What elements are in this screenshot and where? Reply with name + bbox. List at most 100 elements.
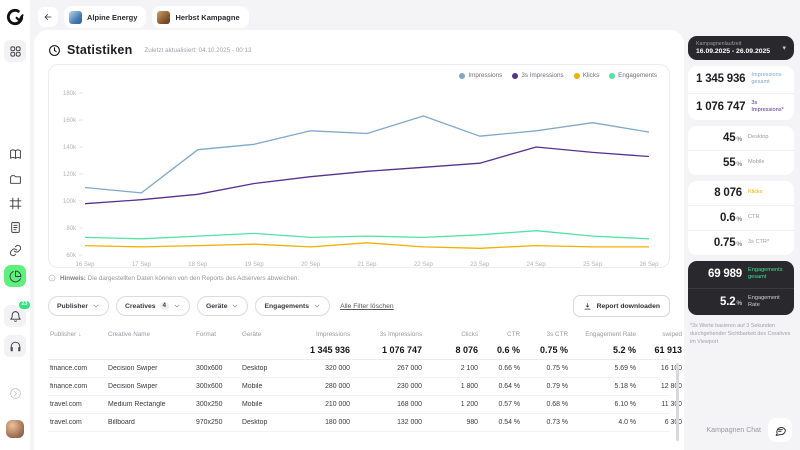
devices-card: 45% Desktop 55% Mobile [688,126,794,175]
legend-item[interactable]: 3s Impressions [512,72,563,79]
filter-bar: Publisher Creatives4 Geräte Engagements All… [48,295,670,317]
campaign-chat: Kampagnen Chat [707,418,792,442]
totals-cell: 0.75 % [520,345,568,355]
column-header[interactable]: Creative Name [108,331,196,338]
column-header[interactable]: Impressions [288,331,350,338]
chat-bubble-icon [774,424,787,437]
column-header[interactable]: Engagement Rate [568,331,636,338]
clear-filters-link[interactable]: Alle Filter löschen [340,303,394,310]
download-icon [583,302,592,311]
svg-text:22 Sep: 22 Sep [414,262,434,268]
advertiser-thumbnail [69,11,82,24]
folder-icon[interactable] [4,168,26,190]
table-header-row[interactable]: Publisher↓Creative NameFormatGeräteImpre… [48,327,670,341]
back-button[interactable] [38,7,58,27]
collapse-arrow-icon[interactable] [4,382,26,404]
breadcrumb-advertiser[interactable]: Alpine Energy [64,6,146,28]
table-row[interactable]: travel.comBillboard970x250Desktop180 000… [48,414,670,432]
support-headphones-icon[interactable] [4,335,26,357]
table-cell: 320 000 [288,365,350,372]
legend-item[interactable]: Engagements [609,72,657,79]
artboard-icon[interactable] [4,192,26,214]
library-book-icon[interactable] [4,143,26,165]
table-cell: 0.54 % [478,419,520,426]
mobile-share-row: 55% Mobile [688,150,794,175]
table-cell: 168 000 [350,401,422,408]
app-logo[interactable] [4,6,26,28]
table-cell: Decision Swiper [108,383,196,390]
svg-text:21 Sep: 21 Sep [357,262,377,268]
campaign-period-card[interactable]: Kampagnenlaufzeit 16.09.2025 - 26.09.202… [688,36,794,60]
document-icon[interactable] [4,216,26,238]
campaign-thumbnail [157,11,170,24]
column-header[interactable]: CTR [478,331,520,338]
table-cell: 6.10 % [568,401,636,408]
stats-chart[interactable]: 180k160k140k120k100k80k60k16 Sep17 Sep18… [49,83,669,269]
table-cell: Mobile [242,383,288,390]
sort-desc-icon: ↓ [78,331,81,338]
svg-text:80k: 80k [66,226,77,232]
filter-dropdown-geräte[interactable]: Geräte [197,296,249,316]
column-header[interactable]: Format [196,331,242,338]
chat-label: Kampagnen Chat [707,427,761,434]
link-icon[interactable] [4,239,26,261]
chart-hint: Hinweis: Die dargestellten Daten können … [48,274,670,282]
table-cell: 1 200 [422,401,478,408]
download-report-button[interactable]: Report downloaden [573,295,670,317]
table-cell: 0.57 % [478,401,520,408]
table-cell: Decision Swiper [108,365,196,372]
user-avatar[interactable] [4,418,26,440]
desktop-share-row: 45% Desktop [688,126,794,150]
svg-text:24 Sep: 24 Sep [527,262,547,268]
impressions-card: 1 345 936 Impressions gesamt 1 076 747 3… [688,66,794,120]
legend-item[interactable]: Klicks [574,72,599,79]
svg-text:16 Sep: 16 Sep [75,262,95,268]
filter-dropdown-engagements[interactable]: Engagements [255,296,330,316]
statistics-pie-icon[interactable] [4,265,26,287]
breadcrumb-campaign[interactable]: Herbst Kampagne [152,6,248,28]
column-header[interactable]: 3s Impressions [350,331,422,338]
column-header[interactable]: Publisher↓ [50,331,108,338]
column-header[interactable]: 3s CTR [520,331,568,338]
chat-button[interactable] [768,418,792,442]
svg-text:26 Sep: 26 Sep [639,262,659,268]
engagement-rate-row: 5.2% Engagement Rate [688,288,794,316]
svg-text:100k: 100k [63,199,77,205]
table-cell: 4.0 % [568,419,636,426]
svg-text:23 Sep: 23 Sep [470,262,490,268]
chevron-down-icon [173,302,181,310]
legend-item[interactable]: Impressions [459,72,502,79]
table-totals-row: 1 345 9361 076 7478 0760.6 %0.75 %5.2 %6… [48,341,670,360]
table-cell: 970x250 [196,419,242,426]
svg-text:18 Sep: 18 Sep [188,262,208,268]
statistics-chart-card: Impressions 3s Impressions Klicks Engagemen… [48,64,670,268]
table-row[interactable]: finance.comDecision Swiper300x600Mobile2… [48,378,670,396]
chevron-down-icon [92,302,100,310]
table-cell: 0.66 % [478,365,520,372]
table-row[interactable]: finance.comDecision Swiper300x600Desktop… [48,360,670,378]
notification-badge: 23 [19,301,30,309]
chevron-down-icon [231,302,239,310]
apps-grid-icon[interactable] [4,40,26,62]
column-header[interactable]: Geräte [242,331,288,338]
svg-text:19 Sep: 19 Sep [245,262,265,268]
column-header[interactable]: Clicks [422,331,478,338]
svg-text:60k: 60k [66,253,77,259]
breadcrumb-label: Herbst Kampagne [175,13,239,22]
totals-cell: 8 076 [422,345,478,355]
svg-text:17 Sep: 17 Sep [132,262,152,268]
table-row[interactable]: travel.comMedium Rectangle300x250Mobile2… [48,396,670,414]
svg-text:180k: 180k [63,91,77,97]
table-cell: 5.18 % [568,383,636,390]
table-cell: 300x250 [196,401,242,408]
column-header[interactable]: swiped [636,331,682,338]
filter-dropdown-publisher[interactable]: Publisher [48,296,109,316]
totals-cell: 61 913 [636,345,682,355]
notifications-bell-icon[interactable]: 23 [4,305,26,327]
filter-buttons: Publisher Creatives4 Geräte Engagements [48,296,330,316]
table-scrollbar[interactable] [676,363,679,441]
totals-cell: 0.6 % [478,345,520,355]
filter-dropdown-creatives[interactable]: Creatives4 [116,296,190,316]
table-cell: travel.com [50,419,108,426]
table-cell: 132 000 [350,419,422,426]
